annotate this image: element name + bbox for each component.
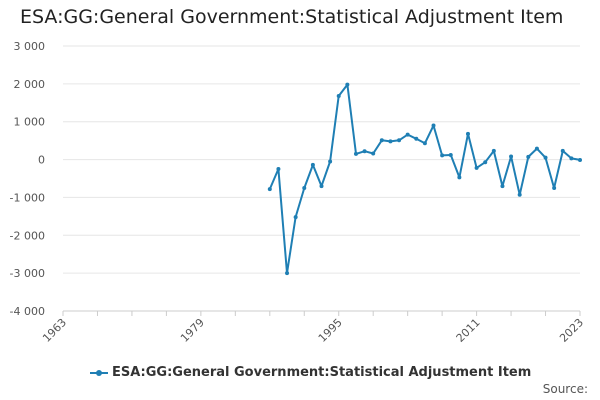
data-point (310, 162, 315, 167)
y-tick-label: 1 000 (14, 116, 46, 129)
x-tick-label: 2023 (557, 316, 586, 345)
legend-marker-icon (90, 368, 108, 378)
data-point (465, 131, 470, 136)
data-point (578, 157, 582, 162)
x-tick-label: 2011 (454, 316, 483, 345)
data-point (328, 159, 333, 164)
y-tick-label: -1 000 (10, 191, 45, 204)
y-tick-label: -2 000 (10, 229, 45, 242)
y-tick-label: 0 (38, 154, 45, 167)
data-point (405, 132, 410, 137)
y-tick-label: -4 000 (10, 305, 45, 318)
data-point (285, 271, 290, 276)
data-point (500, 184, 505, 189)
data-point (509, 154, 514, 159)
data-point (569, 156, 574, 161)
legend-label: ESA:GG:General Government:Statistical Ad… (112, 365, 532, 380)
y-tick-label: 3 000 (14, 40, 46, 53)
source-label: Source: (542, 382, 588, 396)
data-point (552, 185, 557, 190)
data-point (422, 141, 427, 146)
data-point (483, 160, 488, 165)
data-point (267, 187, 272, 192)
data-point (474, 165, 479, 170)
data-point (293, 215, 298, 220)
data-point (560, 148, 565, 153)
data-point (414, 136, 419, 141)
data-point (448, 153, 453, 158)
data-point (517, 192, 522, 197)
data-point (379, 138, 384, 143)
series-line (268, 83, 581, 275)
data-point (302, 185, 307, 190)
data-point (457, 175, 462, 180)
data-point (526, 154, 531, 159)
data-point (336, 93, 341, 98)
data-point (491, 148, 496, 153)
data-point (440, 153, 445, 158)
data-point (388, 139, 393, 144)
data-point (345, 82, 350, 87)
data-point (371, 151, 376, 156)
data-point (543, 155, 548, 160)
data-point (319, 184, 324, 189)
y-tick-label: 2 000 (14, 78, 46, 91)
data-point (353, 151, 358, 156)
data-point (362, 149, 367, 154)
data-point (534, 146, 539, 151)
data-point (276, 167, 281, 172)
x-tick-label: 1963 (40, 316, 69, 345)
chart-title: ESA:GG:General Government:Statistical Ad… (20, 6, 564, 28)
data-point (431, 123, 436, 128)
x-tick-label: 1979 (178, 316, 207, 345)
x-tick-label: 1995 (316, 316, 345, 345)
data-point (397, 138, 402, 143)
y-tick-label: -3 000 (10, 267, 45, 280)
legend[interactable]: ESA:GG:General Government:Statistical Ad… (90, 365, 531, 380)
